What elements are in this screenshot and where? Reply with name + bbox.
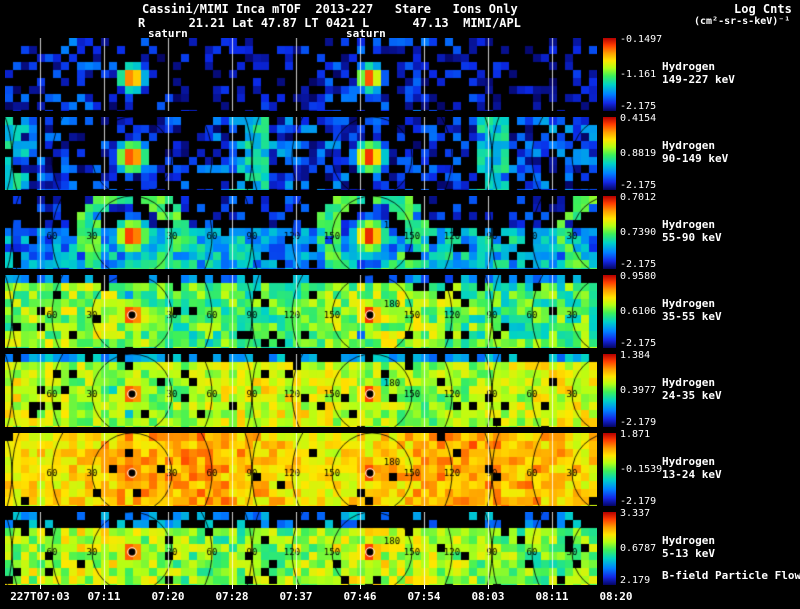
- spectrogram-panel-1: -0.1497 -1.161 -2.175 Hydrogen 149-227 keV: [0, 34, 800, 112]
- colorbar-max-value: 1.871: [620, 429, 651, 440]
- spectrogram-canvas-5: [5, 354, 597, 427]
- time-tick-mark: [232, 585, 233, 589]
- spectrogram-canvas-1: [5, 38, 597, 111]
- colorbar-max-value: 3.337: [620, 508, 651, 519]
- energy-range-label: 90-149 keV: [662, 152, 729, 165]
- colorbar-units: (cm²-sr-s-keV)⁻¹: [694, 16, 791, 27]
- colorbar-7: [603, 512, 616, 585]
- time-tick-label: 07:54: [407, 590, 441, 603]
- time-tick-mark: [360, 585, 361, 589]
- time-tick-label: 07:20: [151, 590, 185, 603]
- time-tick-label: 07:37: [279, 590, 313, 603]
- spectrogram-panel-2: 0.4154 0.8819 -2.175 Hydrogen 90-149 keV: [0, 113, 800, 191]
- colorbar-4: [603, 275, 616, 348]
- colorbar-3: [603, 196, 616, 269]
- colorbar-1: [603, 38, 616, 111]
- colorbar-max-value: 0.7012: [620, 192, 657, 203]
- colorbar-mid-value: 0.6787: [620, 543, 657, 554]
- spectrogram-canvas-4: [5, 275, 597, 348]
- colorbar-max-value: 1.384: [620, 350, 651, 361]
- time-tick-label: 07:46: [343, 590, 377, 603]
- colorbar-max-value: -0.1497: [620, 34, 663, 45]
- colorbar-mid-value: 0.3977: [620, 385, 657, 396]
- time-tick-label: 08:20: [599, 590, 633, 603]
- colorbar-mid-value: 0.8819: [620, 148, 657, 159]
- spectrogram-canvas-6: [5, 433, 597, 506]
- page-title: Cassini/MIMI Inca mTOF 2013-227 Stare Io…: [142, 2, 518, 16]
- species-label: Hydrogen: [662, 297, 715, 310]
- energy-label: Hydrogen 35-55 keV: [662, 297, 722, 323]
- energy-label: Hydrogen 149-227 keV: [662, 60, 735, 86]
- time-tick-label: 227T07:03: [10, 590, 70, 603]
- colorbar-max-value: 0.9580: [620, 271, 657, 282]
- position-readout: R 21.21 Lat 47.87 LT 0421 L 47.13 MIMI/A…: [138, 16, 521, 30]
- colorbar-mid-value: -1.161: [620, 69, 657, 80]
- spectrogram-panel-5: 1.384 0.3977 -2.179 Hydrogen 24-35 keV: [0, 350, 800, 428]
- colorbar-min-value: -2.179: [620, 417, 657, 428]
- time-tick-mark: [552, 585, 553, 589]
- energy-label: Hydrogen 90-149 keV: [662, 139, 728, 165]
- colorbar-min-value: -2.179: [620, 496, 657, 507]
- time-tick-label: 08:11: [535, 590, 569, 603]
- spectrogram-panel-3: 0.7012 0.7390 -2.175 Hydrogen 55-90 keV: [0, 192, 800, 270]
- energy-range-label: 35-55 keV: [662, 310, 722, 323]
- species-label: Hydrogen: [662, 534, 715, 547]
- spectrogram-canvas-3: [5, 196, 597, 269]
- energy-label: Hydrogen 55-90 keV: [662, 218, 722, 244]
- time-tick-label: 08:03: [471, 590, 505, 603]
- colorbar-units-title: Log Cnts: [734, 2, 792, 16]
- energy-range-label: 13-24 keV: [662, 468, 722, 481]
- energy-label: Hydrogen 13-24 keV: [662, 455, 722, 481]
- spectrogram-panel-7: 3.337 0.6787 2.179 Hydrogen 5-13 keV: [0, 508, 800, 586]
- time-tick-mark: [488, 585, 489, 589]
- species-label: Hydrogen: [662, 139, 715, 152]
- colorbar-min-value: -2.175: [620, 180, 657, 191]
- colorbar-mid-value: 0.6106: [620, 306, 657, 317]
- colorbar-mid-value: -0.1539: [620, 464, 663, 475]
- energy-range-label: 5-13 keV: [662, 547, 715, 560]
- spectrogram-canvas-2: [5, 117, 597, 190]
- spectrogram-panel-6: 1.871 -0.1539 -2.179 Hydrogen 13-24 keV: [0, 429, 800, 507]
- species-label: Hydrogen: [662, 455, 715, 468]
- spectrogram-canvas-7: [5, 512, 597, 585]
- colorbar-max-value: 0.4154: [620, 113, 657, 124]
- energy-range-label: 55-90 keV: [662, 231, 722, 244]
- energy-label: Hydrogen 24-35 keV: [662, 376, 722, 402]
- energy-range-label: 149-227 keV: [662, 73, 735, 86]
- time-tick-mark: [40, 585, 41, 589]
- time-tick-mark: [104, 585, 105, 589]
- time-tick-mark: [424, 585, 425, 589]
- colorbar-5: [603, 354, 616, 427]
- energy-label: Hydrogen 5-13 keV: [662, 534, 715, 560]
- species-label: Hydrogen: [662, 218, 715, 231]
- colorbar-min-value: -2.175: [620, 101, 657, 112]
- time-tick-label: 07:11: [87, 590, 121, 603]
- colorbar-min-value: -2.175: [620, 259, 657, 270]
- colorbar-2: [603, 117, 616, 190]
- colorbar-min-value: 2.179: [620, 575, 651, 586]
- spectrogram-panel-4: 0.9580 0.6106 -2.175 Hydrogen 35-55 keV: [0, 271, 800, 349]
- species-label: Hydrogen: [662, 60, 715, 73]
- colorbar-mid-value: 0.7390: [620, 227, 657, 238]
- time-tick-mark: [296, 585, 297, 589]
- saturn-label: saturn: [346, 27, 386, 40]
- colorbar-6: [603, 433, 616, 506]
- energy-range-label: 24-35 keV: [662, 389, 722, 402]
- saturn-label: saturn: [148, 27, 188, 40]
- colorbar-min-value: -2.175: [620, 338, 657, 349]
- time-tick-label: 07:28: [215, 590, 249, 603]
- bfield-flow-label: B-field Particle Flow: [662, 569, 800, 582]
- time-tick-mark: [168, 585, 169, 589]
- species-label: Hydrogen: [662, 376, 715, 389]
